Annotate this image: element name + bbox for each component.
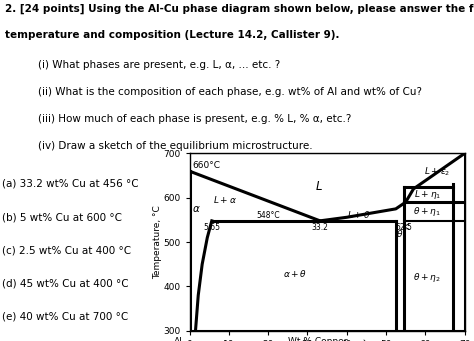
Text: 33.2: 33.2	[311, 223, 328, 233]
Text: $\alpha$: $\alpha$	[191, 204, 200, 214]
Text: temperature and composition (Lecture 14.2, Callister 9).: temperature and composition (Lecture 14.…	[5, 30, 339, 41]
Text: $L + \theta$: $L + \theta$	[347, 209, 370, 220]
Text: $L + \alpha$: $L + \alpha$	[213, 194, 237, 206]
Text: $\theta + \eta_1$: $\theta + \eta_1$	[413, 205, 441, 218]
Text: 2. [24 points] Using the Al-Cu phase diagram shown below, please answer the foll: 2. [24 points] Using the Al-Cu phase dia…	[5, 3, 474, 14]
Text: (ii) What is the composition of each phase, e.g. wt% of Al and wt% of Cu?: (ii) What is the composition of each pha…	[37, 87, 421, 98]
Text: $L + \varepsilon_2$: $L + \varepsilon_2$	[424, 166, 450, 178]
Text: 5.65: 5.65	[203, 223, 220, 233]
Text: (i) What phases are present, e.g. L, α, ... etc. ?: (i) What phases are present, e.g. L, α, …	[37, 60, 280, 71]
Text: (e) 40 wt% Cu at 700 °C: (e) 40 wt% Cu at 700 °C	[2, 312, 128, 322]
Text: Al
100%: Al 100%	[165, 337, 191, 341]
Text: $\theta$: $\theta$	[396, 228, 403, 239]
Text: $\theta + \eta_2$: $\theta + \eta_2$	[413, 271, 441, 284]
Text: 52.5: 52.5	[396, 223, 413, 233]
Text: (d) 45 wt% Cu at 400 °C: (d) 45 wt% Cu at 400 °C	[2, 278, 128, 288]
Text: (c) 2.5 wt% Cu at 400 °C: (c) 2.5 wt% Cu at 400 °C	[2, 245, 131, 255]
Text: $L$: $L$	[315, 180, 323, 193]
Text: (iii) How much of each phase is present, e.g. % L, % α, etc.?: (iii) How much of each phase is present,…	[37, 115, 351, 124]
Text: (b) 5 wt% Cu at 600 °C: (b) 5 wt% Cu at 600 °C	[2, 212, 122, 222]
Text: 660°C: 660°C	[193, 161, 221, 170]
Text: Wt % Copper  ⟶: Wt % Copper ⟶	[288, 337, 366, 341]
Text: 548°C: 548°C	[256, 211, 280, 220]
Y-axis label: Temperature, °C: Temperature, °C	[153, 205, 162, 279]
Text: $L + \eta_1$: $L + \eta_1$	[414, 188, 441, 201]
Text: (iv) Draw a sketch of the equilibrium microstructure.: (iv) Draw a sketch of the equilibrium mi…	[37, 142, 312, 151]
Text: (a) 33.2 wt% Cu at 456 °C: (a) 33.2 wt% Cu at 456 °C	[2, 179, 138, 189]
Text: $\alpha + \theta$: $\alpha + \theta$	[283, 268, 308, 279]
